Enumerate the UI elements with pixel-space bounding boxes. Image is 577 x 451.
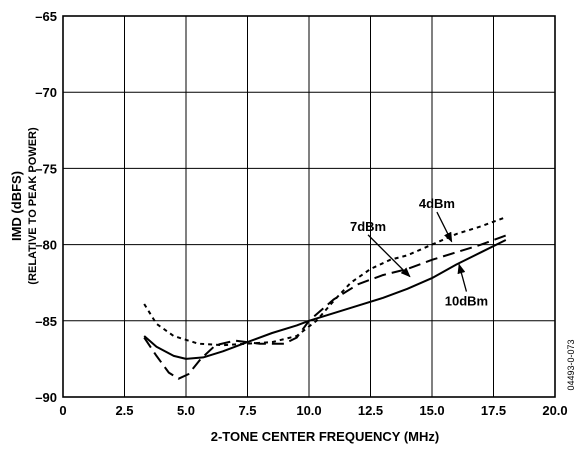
y-axis-subtitle: (RELATIVE TO PEAK POWER) <box>27 127 39 285</box>
x-tick-label: 12.5 <box>358 403 383 418</box>
x-tick-label: 5.0 <box>177 403 195 418</box>
x-tick-label: 20.0 <box>542 403 567 418</box>
y-tick-label: –65 <box>35 9 57 24</box>
annotation-arrow <box>367 234 411 278</box>
series-line-4dbm <box>143 216 507 347</box>
series-lines <box>143 216 507 380</box>
y-tick-labels: –90 –85 –80 –75 –70 –65 <box>35 9 57 405</box>
x-axis-title: 2-TONE CENTER FREQUENCY (MHz) <box>211 429 439 444</box>
annotations: 4dBm 7dBm 10dBm <box>350 196 488 309</box>
series-line-10dbm <box>143 239 507 360</box>
y-tick-label: –85 <box>35 314 57 329</box>
annotation-label: 4dBm <box>419 196 455 211</box>
x-tick-label: 17.5 <box>481 403 506 418</box>
grid-lines <box>63 16 555 397</box>
annotation-label: 7dBm <box>350 219 386 234</box>
x-tick-label: 10.0 <box>296 403 321 418</box>
y-tick-label: –80 <box>35 238 57 253</box>
y-tick-label: –75 <box>35 161 57 176</box>
y-axis-title: IMD (dBFS) <box>9 171 24 241</box>
x-tick-label: 15.0 <box>419 403 444 418</box>
series-line-7dbm <box>143 234 507 380</box>
x-tick-label: 0 <box>59 403 66 418</box>
annotation-arrow <box>457 263 468 292</box>
plot-frame <box>62 15 556 398</box>
x-tick-label: 2.5 <box>115 403 133 418</box>
y-tick-label: –70 <box>35 85 57 100</box>
x-tick-label: 7.5 <box>238 403 256 418</box>
x-tick-labels: 0 2.5 5.0 7.5 10.0 12.5 15.0 17.5 20.0 <box>59 403 567 418</box>
annotation-label: 10dBm <box>445 294 488 309</box>
figure-id: 04493-0-073 <box>566 339 576 390</box>
annotation-arrow <box>436 211 453 243</box>
y-tick-label: –90 <box>35 390 57 405</box>
